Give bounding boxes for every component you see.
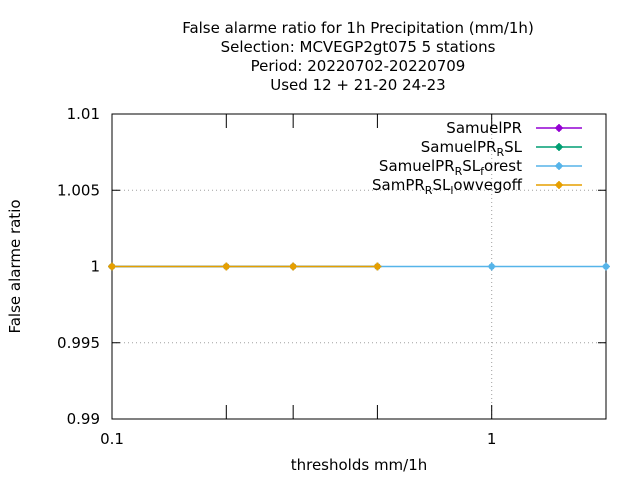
y-tick-label: 0.99	[67, 410, 100, 428]
legend-marker	[555, 181, 563, 189]
x-tick-label: 0.1	[100, 430, 124, 448]
data-point	[222, 262, 231, 271]
title-line: False alarme ratio for 1h Precipitation …	[182, 19, 534, 37]
legend-marker	[555, 162, 563, 170]
legend-label: SamuelPR	[446, 119, 522, 137]
legend-label: SamuelPRRSL	[421, 138, 523, 159]
series-sampr-rsl-lowvegoff	[108, 262, 382, 271]
series	[108, 262, 610, 271]
data-point	[602, 262, 610, 271]
title-line: Period: 20220702-20220709	[251, 57, 466, 75]
legend: SamuelPRSamuelPRRSLSamuelPRRSLforestSamP…	[372, 119, 582, 197]
x-tick-label: 1	[487, 430, 497, 448]
legend-label: SamPRRSLlowvegoff	[372, 176, 523, 197]
y-tick-label: 1.01	[67, 105, 100, 123]
title-line: Used 12 + 21-20 24-23	[270, 76, 445, 94]
x-axis-label: thresholds mm/1h	[291, 456, 428, 474]
data-point	[108, 262, 116, 271]
legend-label: SamuelPRRSLforest	[379, 157, 522, 178]
title-line: Selection: MCVEGP2gt075 5 stations	[221, 38, 496, 56]
y-tick-label: 0.995	[57, 334, 100, 352]
y-tick-label: 1	[90, 258, 100, 276]
legend-item: SamuelPRRSLforest	[379, 157, 582, 178]
legend-item: SamPRRSLlowvegoff	[372, 176, 582, 197]
y-tick-label: 1.005	[57, 181, 100, 199]
data-point	[289, 262, 298, 271]
axis-ticks: 0.99 0.995 1 1.005 1.01 0.1 1	[57, 105, 607, 448]
legend-marker	[555, 124, 563, 132]
legend-marker	[555, 143, 563, 151]
legend-item: SamuelPRRSL	[421, 138, 582, 159]
chart-title: False alarme ratio for 1h Precipitation …	[182, 19, 534, 94]
data-point	[373, 262, 382, 271]
data-point	[487, 262, 496, 271]
y-axis-label: False alarme ratio	[6, 199, 24, 333]
legend-item: SamuelPR	[446, 119, 582, 137]
